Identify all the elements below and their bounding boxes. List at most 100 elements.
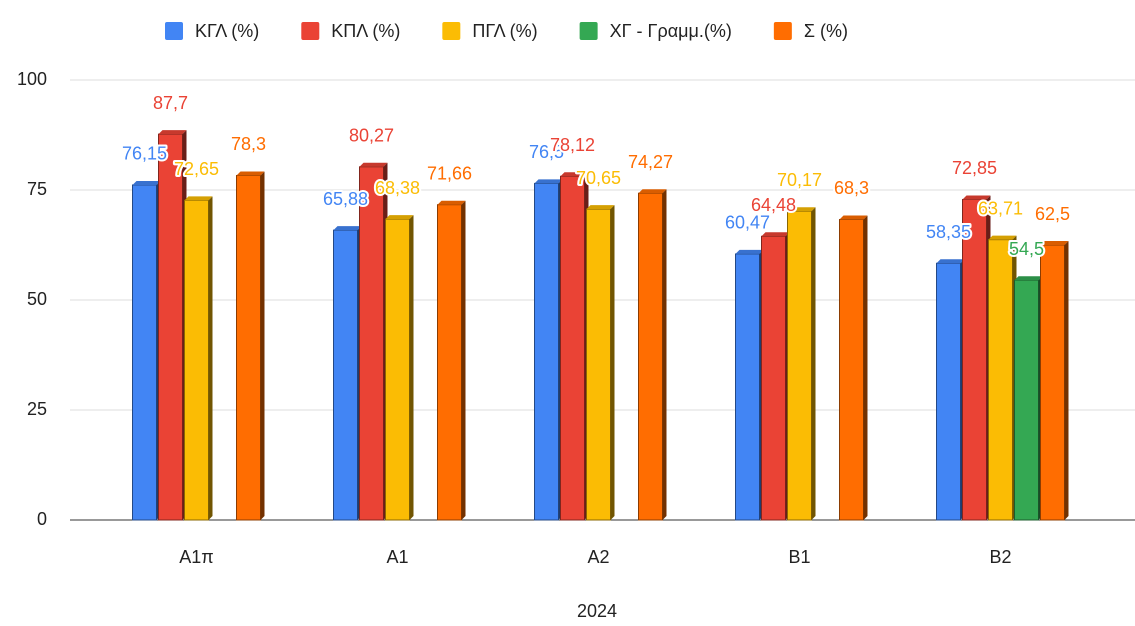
value-label: 70,17 — [777, 170, 822, 190]
bar-top — [236, 171, 265, 176]
bar-side — [208, 196, 213, 520]
bar-front — [735, 253, 760, 521]
bar-top — [936, 259, 965, 264]
bar-front — [158, 133, 183, 521]
value-label: 74,27 — [628, 152, 673, 172]
value-label: 62,5 — [1035, 204, 1070, 224]
bar — [158, 130, 187, 521]
value-label: 87,7 — [153, 93, 188, 113]
value-label: 68,38 — [375, 178, 420, 198]
bar-top — [184, 196, 213, 201]
x-tick-label: Α2 — [587, 547, 609, 567]
value-label: 58,35 — [926, 222, 971, 242]
legend: ΚΓΛ (%) ΚΠΛ (%) ΠΓΛ (%) ΧΓ - Γραμμ.(%) Σ (%) — [165, 21, 848, 41]
value-label: 63,71 — [978, 198, 1023, 218]
value-label: 60,47 — [725, 213, 770, 233]
bar-top — [962, 195, 991, 200]
legend-swatch — [773, 22, 792, 40]
value-label: 72,85 — [952, 158, 997, 178]
bar-top — [735, 249, 764, 254]
bar — [333, 226, 362, 521]
value-label: 64,48 — [751, 195, 796, 215]
bar-top — [534, 179, 563, 184]
bar-side — [863, 215, 868, 521]
bar — [184, 196, 213, 521]
bar — [787, 207, 816, 521]
legend-swatch — [301, 22, 320, 40]
value-label: 76,5 — [529, 142, 564, 162]
bar-top — [586, 205, 615, 210]
bar-front — [560, 175, 585, 521]
y-tick-label: 50 — [27, 289, 47, 309]
legend-label: Σ (%) — [804, 21, 848, 41]
value-label: 72,65 — [174, 159, 219, 179]
bar — [936, 259, 965, 521]
bar-top — [988, 235, 1017, 240]
bar — [359, 162, 388, 521]
bar-side — [1064, 241, 1069, 520]
bar-top — [359, 162, 388, 167]
value-label: 76,15 — [122, 144, 167, 164]
x-tick-label: Α1 — [386, 547, 408, 567]
bar-front — [385, 218, 410, 521]
bar-top — [787, 207, 816, 212]
x-tick-label: Β2 — [989, 547, 1011, 567]
bar-top — [333, 226, 362, 231]
bar-front — [638, 192, 663, 521]
bar-front — [787, 210, 812, 521]
bar — [839, 215, 868, 521]
bar-top — [839, 215, 868, 220]
bar-top — [437, 200, 466, 205]
bar-side — [610, 205, 615, 520]
bar — [988, 235, 1017, 521]
bar — [560, 172, 589, 521]
bar — [761, 232, 790, 521]
bar — [534, 179, 563, 521]
bar — [437, 200, 466, 521]
y-tick-label: 0 — [37, 509, 47, 529]
bar — [962, 195, 991, 521]
bar-top — [560, 172, 589, 177]
bar — [1040, 241, 1069, 521]
bar — [132, 180, 161, 521]
bar-front — [184, 199, 209, 521]
bar-front — [586, 208, 611, 521]
x-axis-title: 2024 — [577, 601, 617, 621]
bar-side — [409, 215, 414, 521]
bar-side — [461, 200, 466, 521]
bar-top — [1014, 276, 1043, 281]
legend-label: ΧΓ - Γραμμ.(%) — [610, 21, 732, 41]
bar-front — [333, 229, 358, 521]
bar-side — [260, 171, 265, 521]
bar-top — [638, 189, 667, 194]
legend-label: ΚΠΛ (%) — [331, 21, 400, 41]
bar-top — [761, 232, 790, 237]
value-label: 68,3 — [834, 178, 869, 198]
value-label: 78,3 — [231, 134, 266, 154]
legend-swatch — [165, 22, 183, 40]
bar-top — [132, 180, 161, 185]
bar — [1014, 276, 1043, 521]
y-tick-label: 25 — [27, 399, 47, 419]
bar — [385, 215, 414, 521]
y-tick-label: 75 — [27, 179, 47, 199]
legend-label: ΠΓΛ (%) — [472, 21, 537, 41]
bar-front — [534, 182, 559, 521]
bar-front — [236, 174, 261, 521]
bar — [586, 205, 615, 521]
bar-side — [662, 189, 667, 520]
x-tick-label: Β1 — [788, 547, 810, 567]
bar-front — [1014, 279, 1039, 521]
bar-front — [962, 198, 987, 521]
bar-side — [811, 207, 816, 520]
value-label: 71,66 — [427, 163, 472, 183]
bar-front — [988, 239, 1013, 521]
bar — [638, 189, 667, 521]
bar — [236, 171, 265, 521]
value-label: 70,65 — [576, 168, 621, 188]
bar-top — [158, 130, 187, 135]
bar-front — [437, 204, 462, 521]
bar — [735, 249, 764, 521]
bar-front — [936, 262, 961, 521]
